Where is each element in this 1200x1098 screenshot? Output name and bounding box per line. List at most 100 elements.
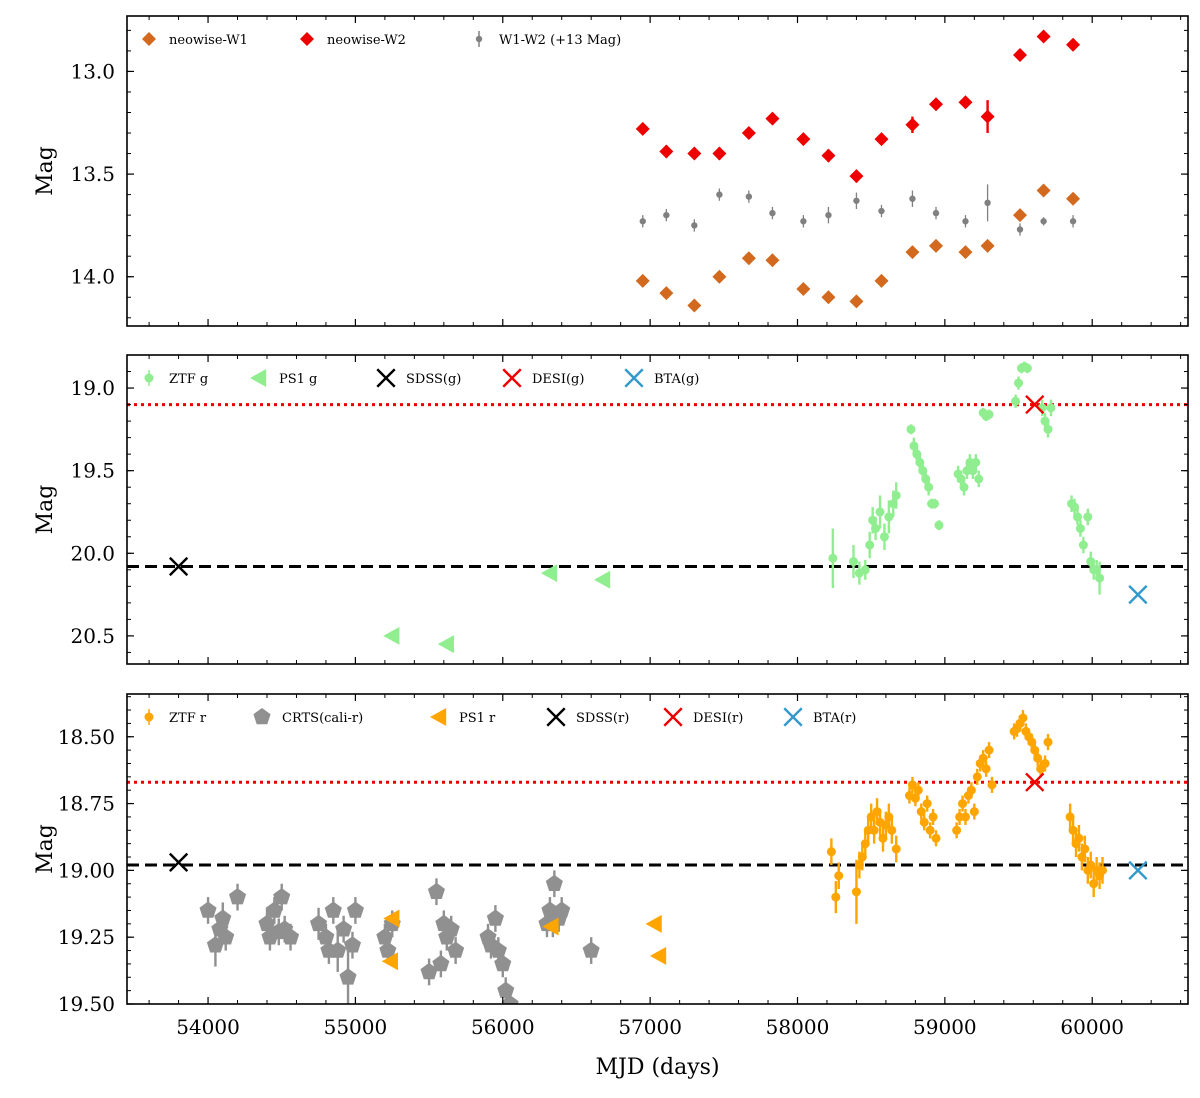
data-point [969, 807, 979, 817]
data-point [1043, 424, 1053, 434]
data-point [346, 901, 364, 918]
data-point [1078, 540, 1088, 550]
data-point [379, 941, 397, 958]
data-point [741, 126, 756, 141]
series-w1-w2-13-mag [639, 184, 1077, 236]
axes-frame [126, 354, 1189, 665]
data-point [1040, 758, 1050, 768]
data-point [913, 785, 923, 795]
data-point [860, 565, 870, 575]
legend-marker-bta-g [624, 368, 644, 388]
data-point [635, 273, 650, 288]
data-point [919, 817, 929, 827]
legend-marker-desi-g [502, 368, 522, 388]
data-point [980, 238, 995, 253]
legend-marker-ztf-r [144, 712, 154, 722]
series-crts-cali-r [199, 870, 600, 1004]
legend-label-neowise-w2: neowise-W2 [327, 33, 406, 48]
data-point [769, 209, 776, 217]
panel-g-band: 19.0 19.5 20.0 20.5 Mag ZTF g PS1 g SDSS(g) DESI… [33, 354, 1189, 665]
data-point [796, 282, 811, 297]
plot-area [168, 710, 1148, 1004]
data-point [381, 952, 398, 971]
data-point [1013, 208, 1028, 223]
data-point [848, 557, 858, 567]
data-point [1046, 403, 1056, 413]
data-point [691, 222, 698, 229]
data-point [383, 626, 400, 645]
data-point [553, 901, 571, 918]
data-point [952, 825, 962, 835]
data-point [383, 909, 400, 928]
data-point [980, 109, 995, 124]
data-point [1074, 833, 1084, 843]
y-tick-label: 19.0 [70, 376, 115, 400]
series-desi-r [1025, 772, 1045, 792]
data-point [376, 928, 394, 945]
data-point [905, 117, 920, 132]
data-point [1128, 585, 1148, 605]
data-point [874, 132, 889, 147]
data-point [335, 920, 353, 937]
data-point [645, 914, 662, 933]
data-point [1095, 573, 1105, 583]
data-point [874, 273, 889, 288]
data-point [765, 253, 780, 268]
series-ps1-r [381, 909, 667, 971]
series-ps1-g [383, 564, 611, 654]
legend-marker-ps1-r [430, 708, 447, 726]
data-point [884, 512, 894, 522]
x-tick-label: 59000 [913, 1015, 977, 1039]
data-point [905, 245, 920, 260]
y-tick-label: 19.25 [58, 925, 115, 949]
data-point [582, 941, 600, 958]
legend: ZTF g PS1 g SDSS(g) DESI(g) BTA(g) [144, 368, 699, 388]
data-point [1086, 860, 1096, 870]
data-point [1075, 524, 1085, 534]
data-point [928, 812, 938, 822]
legend-marker-neowise-w2 [300, 32, 314, 46]
data-point [834, 871, 844, 881]
legend-label-ztf-r: ZTF r [169, 711, 207, 726]
data-point [960, 812, 970, 822]
data-point [437, 635, 454, 654]
y-tick-label: 18.75 [58, 792, 115, 816]
legend-label-desi-g: DESI(g) [532, 372, 584, 387]
data-point [712, 269, 727, 284]
legend-label-sdss-g: SDSS(g) [406, 372, 461, 387]
data-point [831, 892, 841, 902]
data-point [639, 218, 646, 225]
data-point [1043, 737, 1053, 747]
data-point [486, 909, 504, 926]
data-point [501, 995, 519, 1004]
legend-label-bta-r: BTA(r) [813, 711, 856, 726]
data-point [420, 962, 438, 980]
axes-frame [126, 15, 1189, 327]
data-point [1083, 512, 1093, 522]
data-point [925, 825, 935, 835]
data-point [310, 914, 328, 932]
data-point [962, 218, 969, 225]
series-sdss-r [168, 852, 189, 872]
x-tick-label: 58000 [766, 1015, 830, 1039]
legend: ZTF r CRTS(cali-r) PS1 r SDSS(r) DESI(r) BTA(… [144, 707, 856, 727]
data-point [1098, 865, 1108, 875]
data-point [869, 825, 879, 835]
data-point [427, 882, 445, 899]
data-point [214, 909, 232, 926]
x-tick-label: 56000 [471, 1015, 535, 1039]
data-point [1013, 48, 1028, 63]
legend-label-desi-r: DESI(r) [693, 711, 743, 726]
legend-marker-ztf-g [144, 373, 154, 383]
data-point [932, 209, 940, 217]
data-point [851, 887, 861, 897]
data-point [1025, 394, 1045, 415]
series-desi-g [1025, 394, 1045, 415]
legend-marker-neowise-w1 [142, 32, 156, 46]
legend: neowise-W1 neowise-W2 W1-W2 (+13 Mag) [142, 31, 621, 48]
data-point [930, 499, 940, 509]
x-tick-label: 55000 [324, 1015, 388, 1039]
data-point [265, 901, 283, 918]
data-point [821, 148, 836, 163]
y-tick-label: 19.5 [70, 459, 115, 483]
